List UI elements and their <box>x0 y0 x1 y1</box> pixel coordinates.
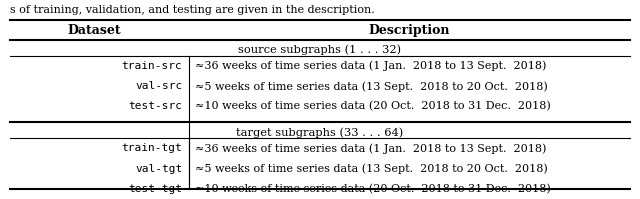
Text: ≈36 weeks of time series data (1 Jan.  2018 to 13 Sept.  2018): ≈36 weeks of time series data (1 Jan. 20… <box>195 143 547 154</box>
Text: ≈36 weeks of time series data (1 Jan.  2018 to 13 Sept.  2018): ≈36 weeks of time series data (1 Jan. 20… <box>195 61 547 71</box>
Text: val-src: val-src <box>135 81 182 91</box>
Text: s of training, validation, and testing are given in the description.: s of training, validation, and testing a… <box>10 5 374 15</box>
Text: ≈10 weeks of time series data (20 Oct.  2018 to 31 Dec.  2018): ≈10 weeks of time series data (20 Oct. 2… <box>195 184 551 194</box>
Text: ≈5 weeks of time series data (13 Sept.  2018 to 20 Oct.  2018): ≈5 weeks of time series data (13 Sept. 2… <box>195 164 548 174</box>
Text: test-src: test-src <box>129 101 182 111</box>
Text: val-tgt: val-tgt <box>135 164 182 174</box>
Text: Dataset: Dataset <box>68 24 121 37</box>
Text: ≈5 weeks of time series data (13 Sept.  2018 to 20 Oct.  2018): ≈5 weeks of time series data (13 Sept. 2… <box>195 81 548 92</box>
Text: ≈10 weeks of time series data (20 Oct.  2018 to 31 Dec.  2018): ≈10 weeks of time series data (20 Oct. 2… <box>195 101 551 112</box>
Text: Description: Description <box>369 24 451 37</box>
Text: train-src: train-src <box>122 61 182 71</box>
Text: test-tgt: test-tgt <box>129 184 182 194</box>
Text: train-tgt: train-tgt <box>122 143 182 153</box>
Text: target subgraphs (33 . . . 64): target subgraphs (33 . . . 64) <box>236 127 404 138</box>
Text: source subgraphs (1 . . . 32): source subgraphs (1 . . . 32) <box>239 45 401 55</box>
